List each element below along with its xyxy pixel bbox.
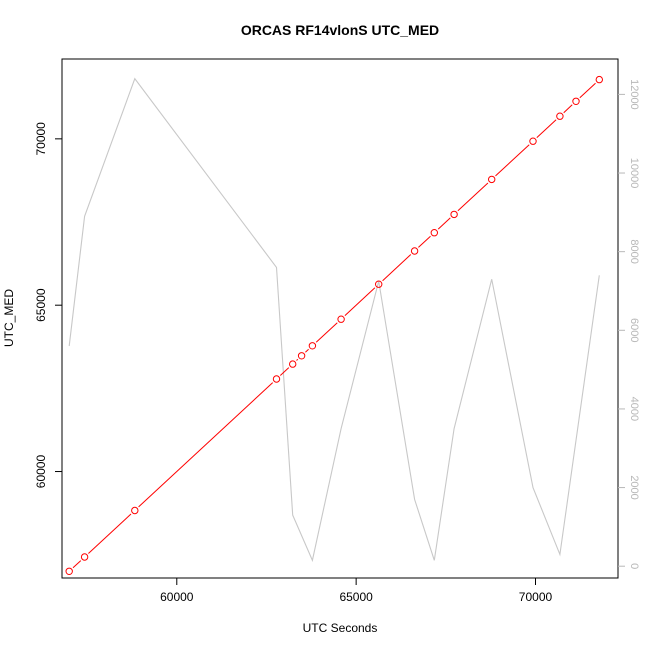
primary-series-segment [138,382,274,508]
primary-series-point [430,229,438,237]
primary-series-point [529,137,537,145]
y2-tick-label: 8000 [628,239,640,263]
primary-series-point [572,97,580,106]
primary-series-segment [296,358,299,361]
primary-series-segment [437,217,451,230]
primary-series-segment [457,182,489,212]
primary-series-point [131,506,139,515]
y-tick-label: 65000 [34,288,48,322]
y2-tick-label: 10000 [628,158,640,189]
y2-tick-label: 2000 [628,475,640,499]
y2-tick-label: 12000 [628,79,640,110]
y2-tick-label: 4000 [628,397,640,421]
x-tick-label: 70000 [519,590,553,604]
x-axis-label: UTC Seconds [303,621,378,635]
plot-frame [61,58,619,579]
y2-tick-label: 6000 [628,318,640,342]
primary-series-segment [418,235,431,248]
primary-series-point [450,210,458,219]
plot-area: 60000 65000 70000 60000 65000 70000 0 2000 4000 6… [34,58,640,604]
y-tick-label: 70000 [34,122,48,156]
primary-series-point [65,567,73,575]
primary-series-segment [279,367,290,376]
primary-series-point [595,75,603,84]
x-tick-label: 65000 [339,590,373,604]
primary-series-segment [382,254,412,282]
x-tick-label: 60000 [160,590,194,604]
primary-series-point [410,247,419,255]
primary-series-segment [536,119,557,138]
primary-series-segment [344,287,376,316]
primary-series-point [308,342,317,350]
primary-series-segment [305,348,309,353]
primary-series-point [289,360,297,368]
primary-series-point [375,280,383,288]
primary-series-segment [563,104,573,114]
primary-series-segment [495,144,530,177]
primary-series-point [272,375,281,383]
y2-tick-label: 0 [628,563,640,569]
y-tick-label: 60000 [34,455,48,489]
primary-series-segment [72,560,82,569]
chart-title: ORCAS RF14vlonS UTC_MED [241,22,439,38]
primary-series-segment [315,322,338,343]
primary-series-point [488,175,496,184]
y-axis-label: UTC_MED [2,289,16,347]
primary-series-point [337,315,345,323]
secondary-series-line [68,77,600,563]
primary-series-point [556,112,564,120]
primary-series-segment [579,82,596,99]
primary-series-point [297,352,306,360]
primary-series-point [80,553,89,561]
primary-series-segment [88,513,132,554]
